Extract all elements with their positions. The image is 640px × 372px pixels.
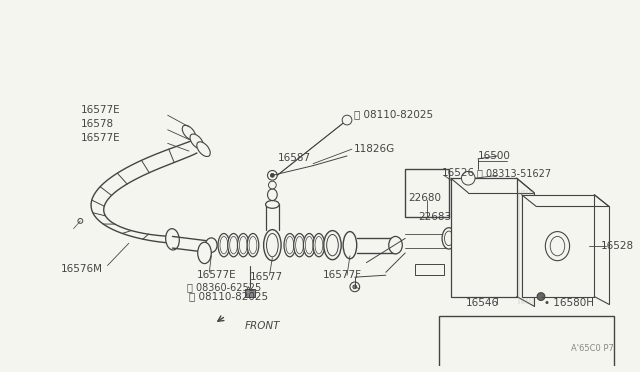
Ellipse shape [269,181,276,189]
Ellipse shape [286,237,294,254]
Ellipse shape [388,237,403,254]
Ellipse shape [237,234,249,257]
Text: 16576M: 16576M [61,264,103,275]
Circle shape [537,293,545,301]
Ellipse shape [296,237,303,254]
Text: 16578: 16578 [81,119,113,129]
Text: 16577F: 16577F [323,270,362,280]
Ellipse shape [190,134,204,149]
Ellipse shape [266,201,279,208]
Text: 11826G: 11826G [354,144,395,154]
Ellipse shape [266,234,278,257]
Ellipse shape [230,237,237,254]
Ellipse shape [545,232,570,261]
Text: 16526: 16526 [442,169,475,179]
Text: Ⓑ 08110-82025: Ⓑ 08110-82025 [189,292,268,302]
Ellipse shape [294,234,305,257]
Ellipse shape [205,238,217,253]
Text: 16528: 16528 [601,241,634,251]
Bar [415,264,444,275]
Bar [451,178,516,296]
Circle shape [353,285,356,289]
Text: Ⓢ 08360-62525: Ⓢ 08360-62525 [187,282,261,292]
Text: 22683: 22683 [418,212,451,222]
Text: Ⓢ 08313-51627: Ⓢ 08313-51627 [477,169,551,179]
Text: 16577E: 16577E [196,270,236,280]
Text: 16500: 16500 [478,151,511,161]
Ellipse shape [315,237,323,254]
Ellipse shape [442,228,456,249]
Ellipse shape [239,237,247,254]
Ellipse shape [445,231,453,246]
Ellipse shape [305,237,313,254]
Text: 16577: 16577 [250,272,283,282]
Ellipse shape [228,234,239,257]
Text: 22680: 22680 [408,193,441,203]
Ellipse shape [268,189,277,201]
Text: FRONT: FRONT [245,321,281,331]
Circle shape [342,115,352,125]
Text: 16577E: 16577E [81,132,120,142]
Text: • 16580H: • 16580H [544,298,594,308]
Ellipse shape [303,234,315,257]
Ellipse shape [218,234,230,257]
Ellipse shape [249,237,257,254]
Ellipse shape [550,237,564,256]
Circle shape [268,170,277,180]
Circle shape [350,282,360,292]
Ellipse shape [324,231,341,260]
Circle shape [461,171,475,185]
Ellipse shape [264,230,281,261]
Circle shape [271,173,275,177]
Text: 16546: 16546 [467,298,499,308]
Text: 16577E: 16577E [81,105,120,115]
Ellipse shape [196,142,211,157]
Ellipse shape [284,234,296,257]
Ellipse shape [182,125,196,140]
Text: A'65C0 P7: A'65C0 P7 [571,344,614,353]
Bar [405,169,449,217]
Bar [439,316,614,372]
Bar [245,289,255,296]
Ellipse shape [326,234,339,256]
Ellipse shape [343,232,356,259]
Ellipse shape [313,234,324,257]
Ellipse shape [220,237,228,254]
Ellipse shape [166,229,179,250]
Ellipse shape [247,234,259,257]
Text: 16587: 16587 [278,153,311,163]
Circle shape [463,173,473,183]
Ellipse shape [198,242,211,264]
Text: ⓗ 08110-82025: ⓗ 08110-82025 [354,109,433,119]
Bar [522,195,595,296]
